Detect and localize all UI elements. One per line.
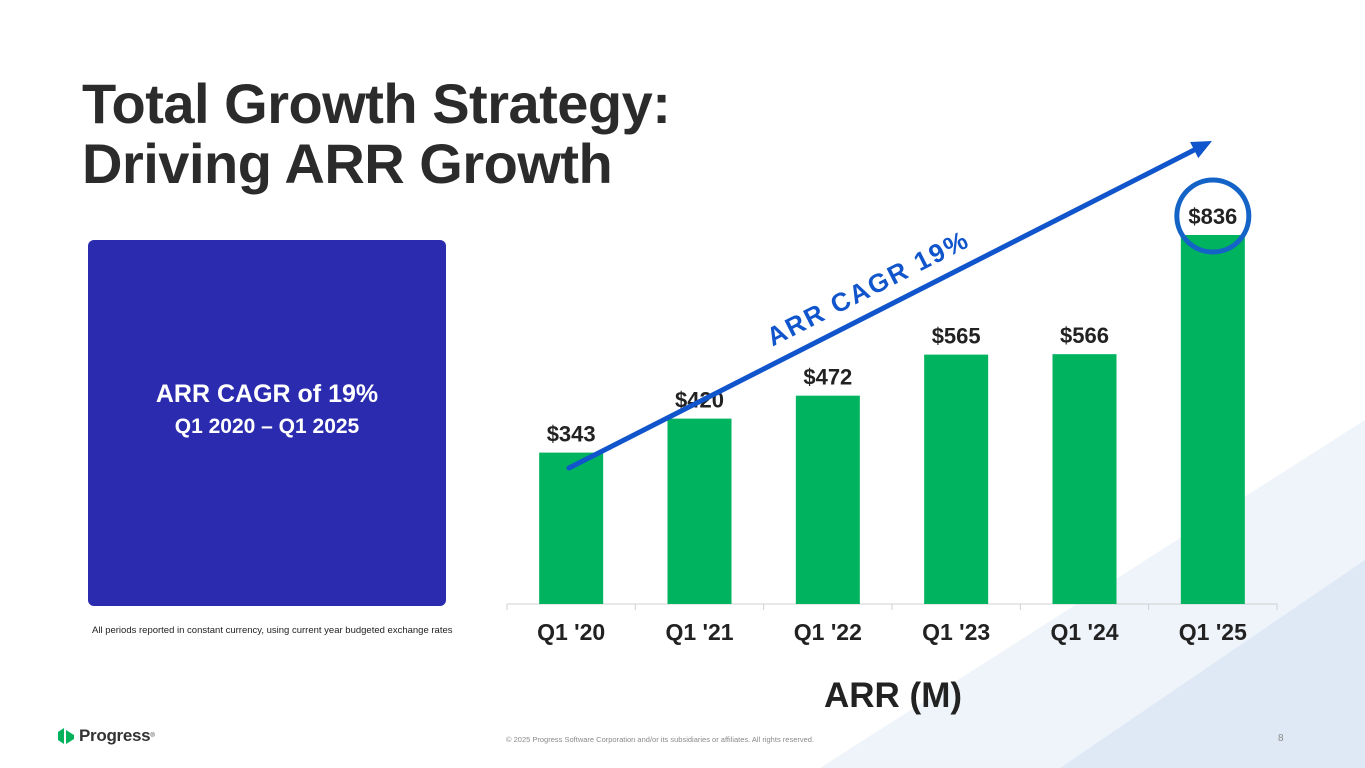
value-label-2: $472 bbox=[803, 365, 852, 390]
category-label-2: Q1 '22 bbox=[794, 619, 862, 645]
category-label-0: Q1 '20 bbox=[537, 619, 605, 645]
progress-logo: Progress ® bbox=[56, 724, 155, 748]
title-line-2: Driving ARR Growth bbox=[82, 132, 613, 195]
bar-0 bbox=[539, 452, 604, 604]
callout-period: Q1 2020 – Q1 2025 bbox=[174, 415, 360, 438]
bar-3 bbox=[924, 354, 989, 604]
progress-chevron-icon bbox=[58, 728, 74, 744]
footnote: All periods reported in constant currenc… bbox=[92, 625, 453, 636]
bar-1 bbox=[667, 418, 732, 604]
cagr-callout-box: ARR CAGR of 19% Q1 2020 – Q1 2025 bbox=[88, 240, 446, 606]
category-label-1: Q1 '21 bbox=[665, 619, 733, 645]
page-title: Total Growth Strategy: Driving ARR Growt… bbox=[82, 72, 671, 195]
chart-title: ARR (M) bbox=[824, 676, 962, 715]
value-label-0: $343 bbox=[547, 422, 596, 447]
logo-text: Progress bbox=[79, 726, 151, 745]
category-label-3: Q1 '23 bbox=[922, 619, 990, 645]
trend-arrow-line bbox=[566, 143, 1205, 471]
copyright-notice: © 2025 Progress Software Corporation and… bbox=[506, 735, 815, 744]
title-line-1: Total Growth Strategy: bbox=[82, 72, 671, 135]
value-label-3: $565 bbox=[932, 324, 981, 349]
page-number: 8 bbox=[1278, 733, 1284, 744]
bar-2 bbox=[795, 395, 860, 604]
callout-headline: ARR CAGR of 19% bbox=[155, 380, 379, 408]
category-label-5: Q1 '25 bbox=[1179, 619, 1247, 645]
logo-registered-mark: ® bbox=[150, 733, 155, 739]
value-label-4: $566 bbox=[1060, 323, 1109, 348]
category-label-4: Q1 '24 bbox=[1050, 619, 1118, 645]
bar-5 bbox=[1180, 235, 1245, 604]
highlight-circle bbox=[1174, 177, 1252, 255]
value-label-5: $836 bbox=[1188, 204, 1237, 229]
trend-arrow-head bbox=[1190, 141, 1212, 159]
bar-4 bbox=[1052, 354, 1117, 604]
